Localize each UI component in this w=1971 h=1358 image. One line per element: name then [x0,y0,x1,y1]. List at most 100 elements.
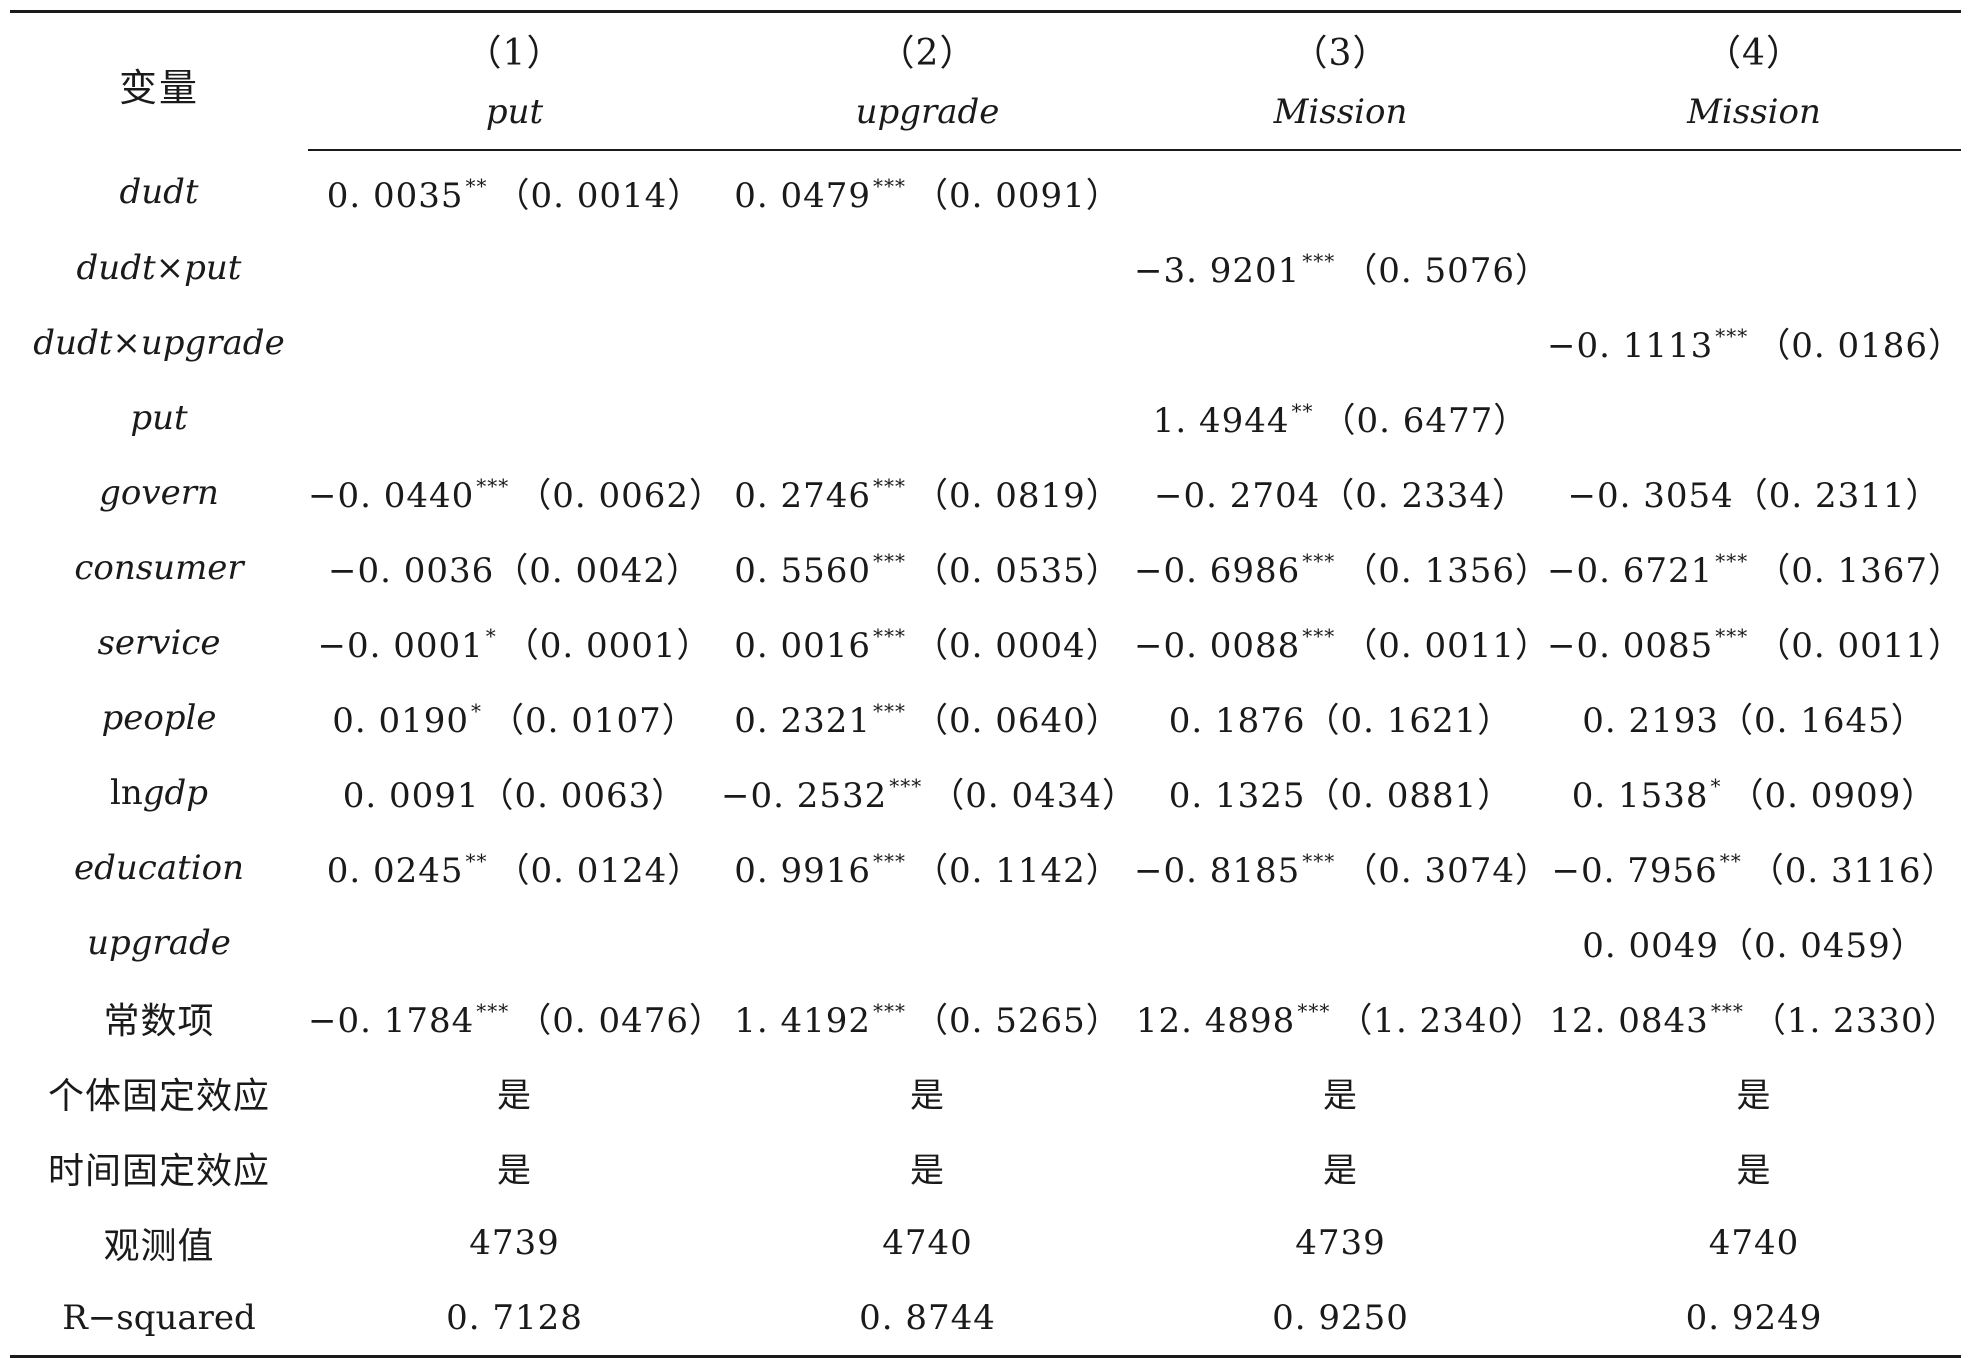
row-label: govern [99,472,219,513]
significance-stars: * [1710,774,1722,798]
row-label: consumer [74,547,244,588]
table-row: 常数项 −0. 1784 *** （0. 0476） 1. 4192 *** （0. 526… [10,980,1961,1055]
standard-error: （0. 3116） [1749,851,1957,891]
coefficient: 0. 0035 [326,176,464,216]
table-cell: −0. 8185 *** （0. 3074） [1134,830,1549,905]
coefficient: −0. 8185 [1134,851,1301,891]
table-cell [721,905,1134,980]
table-cell: −0. 6986 *** （0. 1356） [1134,530,1551,605]
table-cell: 0. 0049（0. 0459） [1547,905,1961,980]
significance-stars: *** [873,474,906,498]
standard-error: （0. 5265） [914,1001,1121,1041]
coefficient: 0. 0091 [342,776,480,816]
table-header: 变量 （1） （2） （3） （4） put upgrade Mission M… [10,10,1961,151]
significance-stars: *** [1302,249,1336,273]
table-cell [1134,150,1547,230]
table-cell: −0. 0085 *** （0. 0011） [1547,605,1964,680]
table-row: people 0. 0190 * （0. 0107） 0. 2321 *** （0. 064… [10,680,1961,755]
table-row: dudt×put −3. 9201 *** （0. 5076） [10,230,1961,305]
table-cell: −0. 2704（0. 2334） [1134,455,1547,530]
table-cell: 是 [1323,1151,1358,1191]
standard-error: （0. 0819） [914,476,1121,516]
coefficient: 0. 0245 [326,851,464,891]
standard-error: （0. 2311） [1733,476,1941,516]
coefficient: −0. 0001 [317,626,484,666]
table-cell: −0. 0440 *** （0. 0062） [308,455,725,530]
table-cell: 是 [1736,1151,1772,1191]
standard-error: （0. 0476） [517,1001,725,1041]
table-cell: 12. 0843 *** （1. 2330） [1547,980,1961,1055]
table-cell: 是 [910,1151,945,1191]
standard-error: （0. 0042） [494,551,702,591]
significance-stars: *** [873,549,906,573]
table-cell: 是 [1323,1076,1358,1116]
row-label: 观测值 [103,1225,215,1267]
dependent-variable-2: upgrade [721,81,1134,151]
table-cell: −0. 3054（0. 2311） [1547,455,1961,530]
dependent-variable-4: Mission [1547,81,1961,151]
table-cell: −0. 0036（0. 0042） [308,530,721,605]
table-cell: 0. 0035 ** （0. 0014） [308,150,721,230]
column-number-3: （3） [1134,10,1547,81]
coefficient: −3. 9201 [1134,251,1301,291]
table-cell: 12. 4898 *** （1. 2340） [1134,980,1547,1055]
table-cell [308,305,721,380]
significance-stars: *** [873,624,906,648]
standard-error: （0. 1645） [1719,701,1926,741]
table-cell [721,380,1134,455]
table-cell: 0. 0016 *** （0. 0004） [721,605,1134,680]
coefficient: 12. 4898 [1135,1001,1296,1041]
standard-error: （0. 0107） [490,701,697,741]
dependent-variable-1: put [308,81,721,151]
significance-stars: *** [1302,849,1336,873]
table-row: dudt 0. 0035 ** （0. 0014） 0. 0479 *** （0. 0091… [10,150,1961,230]
column-number-1: （1） [308,10,721,81]
significance-stars: * [485,624,497,648]
significance-stars: *** [476,474,510,498]
coefficient: 0. 2193 [1582,701,1719,741]
standard-error: （1. 2330） [1751,1001,1959,1041]
coefficient: −0. 1784 [308,1001,475,1041]
coefficient: 1. 4192 [734,1001,871,1041]
table-cell: 0. 0091（0. 0063） [308,755,721,830]
table-row: consumer −0. 0036（0. 0042） 0. 5560 *** （0. 0… [10,530,1962,605]
standard-error: （0. 1621） [1305,701,1513,741]
significance-stars: *** [889,774,923,798]
row-label: people [101,697,217,738]
standard-error: （0. 2334） [1320,476,1528,516]
coefficient: −0. 1113 [1547,326,1714,366]
table-cell [308,230,721,305]
table-cell: 是 [1736,1076,1772,1116]
standard-error: （0. 5076） [1343,251,1551,291]
table-row: 时间固定效应 是 是 是 是 [10,1130,1961,1205]
column-number-2: （2） [721,10,1134,81]
coefficient: 0. 1538 [1571,776,1709,816]
significance-stars: *** [1715,324,1749,348]
standard-error: （0. 0011） [1756,626,1964,666]
table-cell: 4740 [882,1222,973,1263]
table-cell [308,380,721,455]
coefficient: −0. 0036 [327,551,495,591]
table-cell: −0. 1113 *** （0. 0186） [1547,305,1962,380]
significance-stars: *** [1302,549,1336,573]
table-cell: 0. 9249 [1547,1280,1961,1358]
table-cell: 0. 1325（0. 0881） [1134,755,1547,830]
significance-stars: *** [476,999,510,1023]
table-row: dudt×upgrade −0. 1113 *** （0. 0186） [10,305,1962,380]
significance-stars: *** [873,699,906,723]
table-row: service −0. 0001 * （0. 0001） 0. 0016 *** （0. 0… [10,605,1964,680]
standard-error: （0. 0062） [517,476,725,516]
table-cell: 4740 [1708,1222,1800,1263]
table-cell: 0. 9916 *** （0. 1142） [721,830,1134,905]
significance-stars: ** [465,174,488,198]
column-number-4: （4） [1547,10,1961,81]
table-row: upgrade 0. 0049（0. 0459） [10,905,1961,980]
table-cell: 是 [497,1076,532,1116]
standard-error: （0. 0011） [1343,626,1551,666]
row-label: service [97,622,221,663]
standard-error: （0. 1356） [1343,551,1551,591]
row-label: 个体固定效应 [47,1075,270,1117]
table-cell [1547,150,1961,230]
standard-error: （0. 0001） [504,626,712,666]
